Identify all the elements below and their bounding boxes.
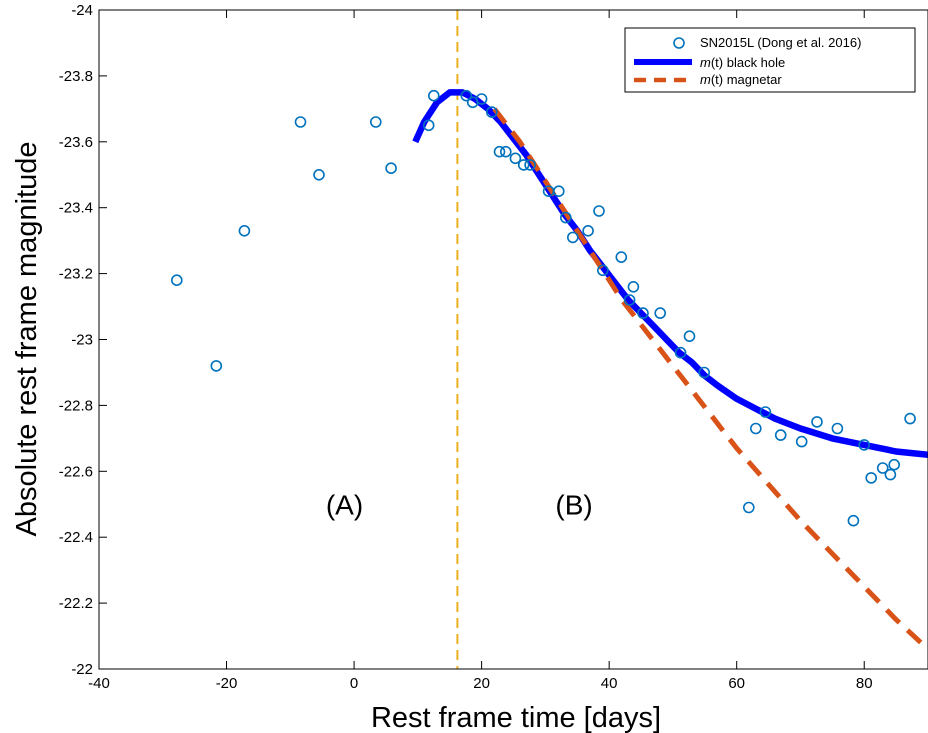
data-point	[811, 416, 823, 428]
data-point	[637, 307, 649, 319]
annotation-layer: (A) (B)	[326, 489, 593, 520]
data-point	[888, 458, 901, 471]
legend-marker-sn2015l	[673, 37, 685, 49]
data-point	[294, 116, 307, 128]
data-point	[884, 468, 897, 481]
data-point	[559, 211, 572, 224]
data-point	[749, 422, 762, 435]
x-tick-label: 80	[856, 675, 873, 692]
data-point	[858, 439, 871, 451]
region-label: (A)	[326, 489, 363, 520]
legend: SN2015L (Dong et al. 2016) m(t) black ho…	[624, 27, 916, 93]
data-point	[831, 422, 844, 435]
y-tick-label: -24	[71, 2, 93, 19]
data-point	[369, 116, 382, 128]
data-point	[593, 205, 605, 217]
data-point	[171, 274, 183, 287]
data-point	[623, 294, 636, 306]
x-tick-label: 0	[350, 675, 358, 692]
data-point	[422, 119, 435, 132]
data-point	[865, 472, 878, 484]
y-tick-label: -22.2	[59, 595, 93, 612]
y-tick-label: -23.4	[59, 200, 93, 217]
y-tick-label: -22.8	[59, 397, 93, 414]
y-tick-label: -22.6	[59, 463, 93, 480]
data-point	[627, 280, 640, 293]
y-tick-label: -23.2	[59, 266, 93, 283]
data-point	[552, 185, 565, 197]
series-layer	[171, 89, 928, 652]
x-tick-label: -20	[216, 675, 238, 692]
axes-layer	[98, 9, 928, 670]
data-point	[683, 330, 696, 343]
legend-label-magnetar: m(t) magnetar	[700, 72, 782, 87]
data-point	[238, 225, 251, 237]
data-point	[313, 169, 325, 181]
data-point	[485, 106, 498, 118]
x-tick-label: -40	[88, 675, 110, 692]
y-tick-label: -23.8	[59, 68, 93, 85]
y-tick-label: -23	[71, 332, 93, 349]
data-point	[759, 406, 772, 418]
plot-area-background	[99, 10, 928, 669]
data-point	[742, 501, 755, 514]
region-label: (B)	[555, 489, 592, 520]
data-point	[876, 462, 889, 474]
data-point	[427, 89, 440, 102]
y-tick-label: -22	[71, 661, 93, 678]
legend-box	[624, 27, 916, 93]
data-point	[517, 159, 530, 171]
x-tick-label: 40	[601, 675, 618, 692]
data-point	[582, 225, 594, 237]
data-point	[524, 159, 536, 171]
legend-label-sn2015l: SN2015L (Dong et al. 2016)	[700, 35, 861, 50]
legend-label-black-hole: m(t) black hole	[700, 55, 785, 70]
y-axis-label: Absolute rest frame magnitude	[11, 142, 43, 537]
data-point	[698, 366, 711, 379]
y-tick-label: -22.4	[59, 529, 93, 546]
data-point	[615, 251, 628, 263]
x-tick-label: 20	[473, 675, 490, 692]
data-point	[904, 412, 916, 425]
data-point	[566, 231, 579, 244]
x-axis-label: Rest frame time [days]	[371, 702, 661, 733]
data-point	[385, 162, 397, 174]
data-point	[493, 145, 506, 158]
data-point	[774, 429, 787, 441]
data-point	[475, 93, 488, 105]
data-point	[847, 514, 860, 527]
data-point	[654, 307, 667, 319]
y-tick-label: -23.6	[59, 134, 93, 151]
data-point	[210, 360, 223, 372]
tick-label-layer: -40 -20 0 20 40 60 80 -24 -23.8 -23.6 -23.4 -23.2 -2…	[59, 2, 873, 692]
data-point	[596, 264, 609, 277]
data-point	[499, 145, 512, 158]
data-point	[795, 435, 808, 448]
data-point	[460, 89, 473, 102]
data-point	[509, 152, 522, 165]
magnetar-model-line	[492, 107, 928, 652]
data-point	[674, 346, 687, 359]
x-tick-label: 60	[728, 675, 745, 692]
